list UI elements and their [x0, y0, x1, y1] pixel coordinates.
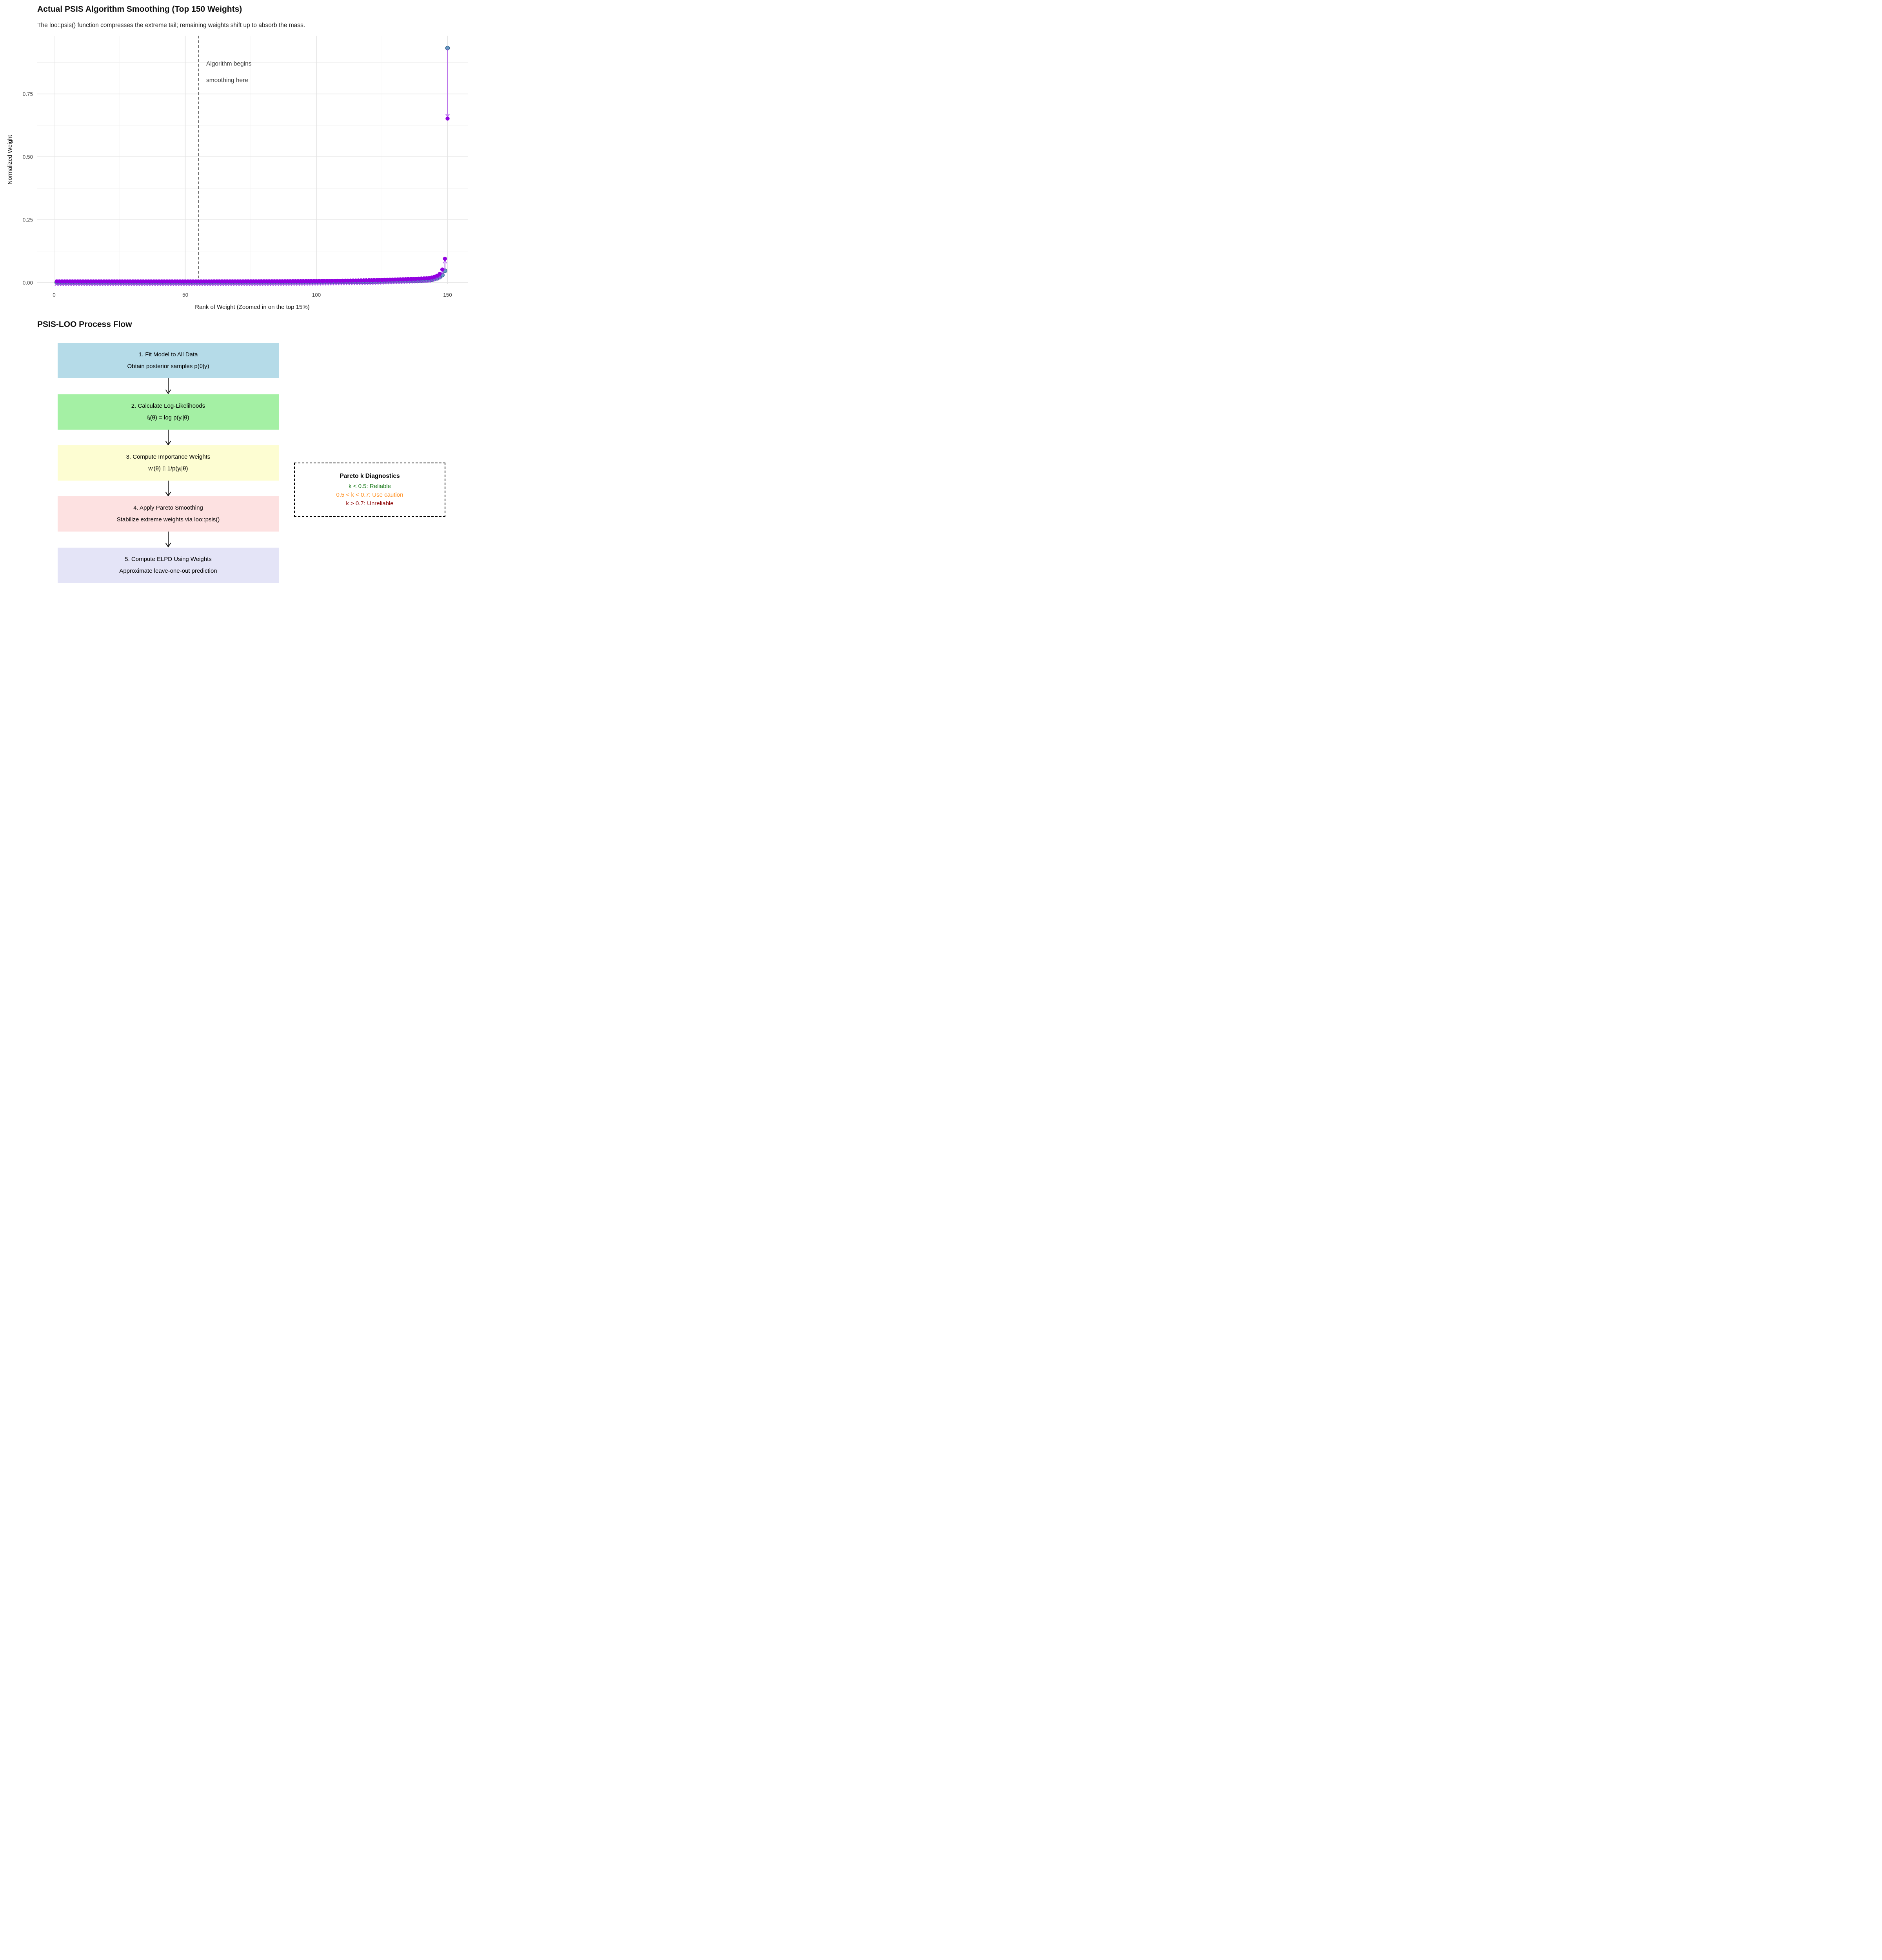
- flow-arrow-icon: [165, 481, 171, 497]
- vline-annotation: Algorithm begins: [206, 61, 252, 67]
- pareto-panel-title: Pareto k Diagnostics: [340, 473, 400, 479]
- chart-title: Actual PSIS Algorithm Smoothing (Top 150…: [37, 5, 242, 14]
- flow-box-2-formula: ℓᵢ(θ) = log p(yᵢ|θ): [147, 414, 189, 421]
- x-axis-title: Rank of Weight (Zoomed in on the top 15%…: [195, 304, 309, 310]
- smoothed-weight-point: [440, 267, 445, 272]
- x-axis-tick-label: 100: [312, 292, 321, 298]
- chart-subtitle: The loo::psis() function compresses the …: [37, 22, 305, 29]
- flow-box-4-formula: Stabilize extreme weights via loo::psis(…: [116, 516, 220, 523]
- pareto-rule-unreliable: k > 0.7: Unreliable: [346, 500, 394, 507]
- smoothed-weight-point: [443, 256, 447, 261]
- flow-box-3-formula: wᵢ(θ) ▯ 1/p(yᵢ|θ): [148, 465, 188, 472]
- x-axis-tick-label: 50: [182, 292, 188, 298]
- pareto-k-diagnostics-panel: Pareto k Diagnostics k < 0.5: Reliable 0…: [294, 463, 445, 517]
- flow-arrow-icon: [165, 378, 171, 394]
- shift-arrowhead-icon: [435, 277, 440, 281]
- x-axis-tick-label: 0: [53, 292, 56, 298]
- flow-box-fit-model: 1. Fit Model to All Data Obtain posterio…: [58, 343, 279, 378]
- y-axis-tick-label: 0.50: [23, 154, 33, 160]
- flow-box-1-title: 1. Fit Model to All Data: [138, 351, 198, 358]
- shift-arrowhead-icon: [443, 260, 447, 264]
- y-axis-tick-label: 0.25: [23, 217, 33, 223]
- smoothed-weight-point: [438, 272, 442, 276]
- shift-arrowhead-icon: [445, 114, 450, 117]
- pareto-rule-caution: 0.5 < k < 0.7: Use caution: [336, 492, 403, 498]
- pareto-rule-reliable: k < 0.5: Reliable: [349, 483, 391, 490]
- flow-box-5-formula: Approximate leave-one-out prediction: [119, 567, 217, 574]
- x-axis-tick-label: 150: [443, 292, 452, 298]
- flow-box-1-formula: Obtain posterior samples p(θ|y): [127, 363, 209, 370]
- flow-box-4-title: 4. Apply Pareto Smoothing: [133, 505, 203, 511]
- flow-heading: PSIS-LOO Process Flow: [37, 320, 132, 329]
- y-axis-title: Normalized Weight: [7, 134, 13, 184]
- flow-arrow-icon: [165, 430, 171, 446]
- flow-box-compute-elpd: 5. Compute ELPD Using Weights Approximat…: [58, 548, 279, 583]
- vline-annotation: smoothing here: [206, 77, 248, 83]
- flow-box-log-likelihoods: 2. Calculate Log-Likelihoods ℓᵢ(θ) = log…: [58, 394, 279, 430]
- flow-box-pareto-smoothing: 4. Apply Pareto Smoothing Stabilize extr…: [58, 496, 279, 532]
- flow-box-5-title: 5. Compute ELPD Using Weights: [125, 556, 212, 563]
- flow-box-importance-weights: 3. Compute Importance Weights wᵢ(θ) ▯ 1/…: [58, 445, 279, 481]
- flow-arrow-icon: [165, 532, 171, 548]
- flow-box-3-title: 3. Compute Importance Weights: [126, 454, 211, 460]
- weights-scatter-chart: 0.00 0.25 0.50 0.75 0 50 100 150 Rank of Weight …: [7, 36, 468, 310]
- shift-arrowhead-icon: [437, 275, 442, 279]
- y-axis-tick-label: 0.75: [23, 91, 33, 97]
- smoothed-weight-point: [445, 116, 450, 121]
- flow-box-2-title: 2. Calculate Log-Likelihoods: [131, 403, 205, 409]
- y-axis-tick-label: 0.00: [23, 280, 33, 286]
- psis-figure: Actual PSIS Algorithm Smoothing (Top 150…: [0, 0, 470, 588]
